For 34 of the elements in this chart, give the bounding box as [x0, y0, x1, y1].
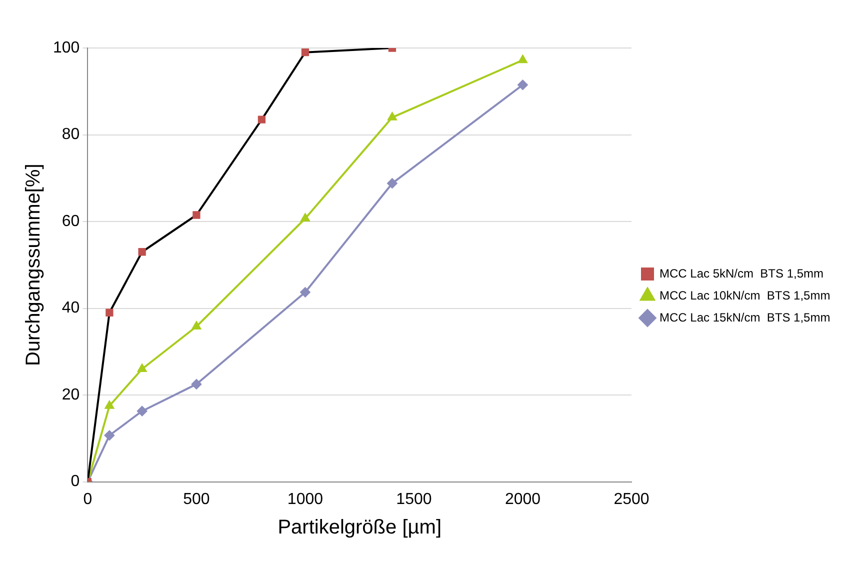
y-tick-label: 20	[62, 386, 80, 404]
point	[300, 287, 310, 298]
x-tick-label: 500	[183, 490, 210, 508]
x-axis-title: Partikelgröße [µm]	[278, 516, 442, 539]
y-tick-label: 60	[62, 212, 80, 230]
x-tick-label: 1500	[396, 490, 432, 508]
point	[518, 80, 528, 90]
point	[106, 308, 114, 316]
point	[387, 178, 398, 188]
point	[137, 406, 148, 416]
x-tick-label: 0	[83, 490, 92, 508]
x-tick-label: 2000	[504, 490, 541, 508]
legend-label: MCC Lac 10kN/cm BTS 1,5mm	[660, 288, 830, 302]
point	[138, 364, 147, 372]
legend-label: MCC Lac 5kN/cm BTS 1,5mm	[660, 266, 824, 280]
point	[138, 248, 146, 256]
point	[192, 211, 200, 219]
y-axis-title: Durchgangssumme[%]	[22, 164, 45, 366]
point	[388, 112, 397, 120]
point	[518, 55, 528, 64]
x-tick-label: 2500	[614, 490, 650, 508]
legend-label: MCC Lac 15kN/cm BTS 1,5mm	[660, 310, 830, 324]
y-tick-label: 100	[52, 39, 80, 56]
point	[301, 48, 310, 56]
point	[104, 400, 114, 409]
point	[104, 430, 114, 440]
point	[300, 213, 310, 222]
y-tick-label: 80	[62, 126, 80, 144]
point	[258, 116, 266, 124]
point	[191, 379, 202, 390]
x-tick-label: 1000	[287, 490, 324, 508]
y-tick-label: 0	[70, 473, 80, 490]
point	[192, 322, 201, 330]
y-tick-label: 40	[62, 300, 80, 317]
